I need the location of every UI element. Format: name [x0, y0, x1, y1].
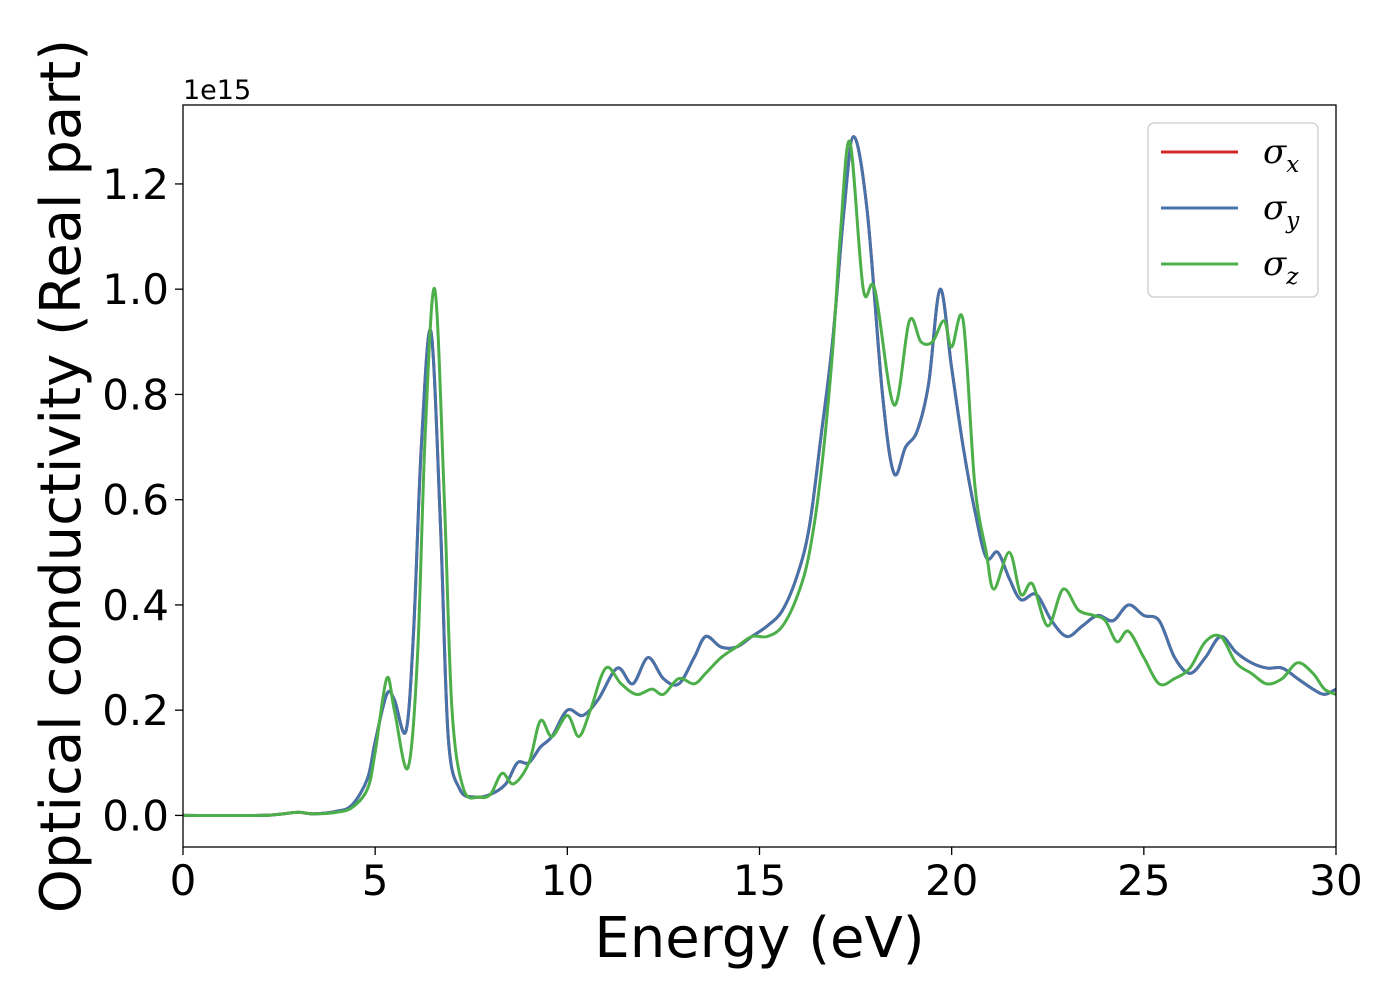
y-tick-label: 0.4 [102, 581, 169, 630]
legend: σx σy σz [1147, 122, 1319, 298]
legend-box [1147, 122, 1319, 298]
y-tick-label: 1.0 [102, 265, 169, 314]
x-tick-label: 10 [541, 856, 594, 905]
y-tick-label: 0.8 [102, 370, 169, 419]
x-tick-label: 30 [1309, 856, 1362, 905]
x-tick-label: 15 [733, 856, 786, 905]
y-axis: 0.0 0.2 0.4 0.6 0.8 1.0 1.2 [102, 160, 183, 840]
x-tick-label: 25 [1117, 856, 1170, 905]
x-axis-label: Energy (eV) [594, 906, 924, 971]
x-tick-label: 5 [362, 856, 389, 905]
legend-label-y: σy [1263, 188, 1300, 234]
series-layer [183, 135, 1336, 818]
series-line-z [183, 139, 1336, 818]
x-tick-label: 0 [170, 856, 197, 905]
series-line-y [183, 135, 1336, 818]
plot-area [183, 105, 1336, 847]
y-tick-label: 0.0 [102, 791, 169, 840]
legend-label-x: σx [1263, 132, 1299, 178]
x-axis: 0 5 10 15 20 25 30 [170, 847, 1363, 905]
y-tick-label: 0.2 [102, 686, 169, 735]
legend-items: σx σy σz [1161, 132, 1300, 290]
y-offset-label: 1e15 [183, 75, 251, 106]
y-axis-label: Optical conductivity (Real part) [29, 39, 94, 913]
y-tick-label: 1.2 [102, 160, 169, 209]
x-tick-label: 20 [925, 856, 978, 905]
legend-label-z: σz [1263, 244, 1299, 290]
y-tick-label: 0.6 [102, 476, 169, 525]
